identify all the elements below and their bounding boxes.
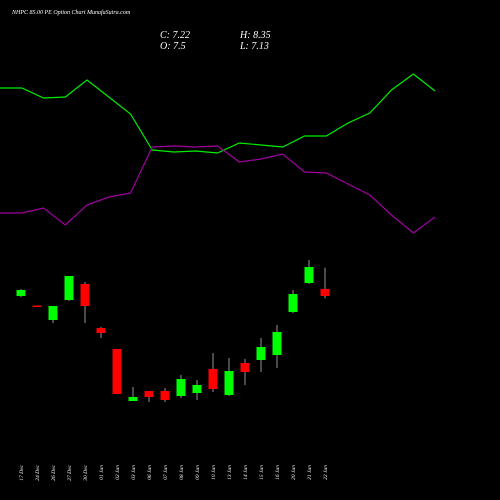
candle-body bbox=[128, 397, 138, 401]
candle-body bbox=[304, 267, 314, 283]
candle-body bbox=[224, 371, 234, 395]
x-tick-label: 03 Jan bbox=[131, 465, 137, 480]
x-tick-label: 13 Jan bbox=[227, 465, 233, 480]
candle-body bbox=[256, 347, 266, 360]
summary-label: C: bbox=[160, 30, 170, 41]
x-tick-label: 14 Jan bbox=[242, 465, 249, 480]
x-tick-label: 27 Dec bbox=[67, 464, 73, 480]
x-tick-label: 07 Jan bbox=[163, 465, 169, 480]
candle-body bbox=[160, 391, 170, 400]
candle-body bbox=[288, 294, 298, 312]
x-tick-label: 10 Jan bbox=[211, 465, 217, 480]
candle-body bbox=[96, 328, 106, 333]
candle-body bbox=[144, 391, 154, 397]
summary-label: L: bbox=[239, 41, 249, 52]
candle-body bbox=[176, 379, 186, 396]
x-tick-label: 21 Jan bbox=[307, 465, 313, 480]
x-tick-label: 09 Jan bbox=[195, 465, 201, 480]
x-tick-label: 16 Jan bbox=[275, 465, 281, 480]
candle-body bbox=[192, 385, 202, 393]
candle-body bbox=[48, 306, 58, 320]
summary-value: 8.35 bbox=[253, 30, 271, 41]
summary-item: O: 7.5 bbox=[160, 41, 186, 52]
x-tick-label: 20 Jan bbox=[291, 465, 297, 480]
summary-item: L: 7.13 bbox=[239, 41, 269, 52]
x-tick-label: 15 Jan bbox=[259, 465, 265, 480]
x-tick-label: 24 Dec bbox=[34, 464, 41, 480]
summary-item: C: 7.22 bbox=[160, 30, 190, 41]
x-tick-label: 06 Jan bbox=[147, 465, 153, 480]
x-tick-label: 08 Jan bbox=[179, 465, 185, 480]
candle-body bbox=[16, 290, 26, 296]
candle-body bbox=[272, 332, 282, 355]
candle-body bbox=[208, 369, 218, 389]
x-tick-label: 26 Dec bbox=[51, 464, 57, 480]
candle-body bbox=[64, 276, 74, 300]
x-tick-label: 22 Jan bbox=[323, 465, 329, 480]
summary-value: 7.13 bbox=[251, 41, 269, 52]
summary-label: H: bbox=[239, 30, 251, 41]
summary-item: H: 8.35 bbox=[239, 30, 271, 41]
x-tick-label: 30 Dec bbox=[83, 464, 89, 481]
summary-value: 7.5 bbox=[173, 41, 186, 52]
indicator-line bbox=[0, 73, 436, 154]
x-tick-label: 01 Jan bbox=[99, 465, 105, 480]
candle-body bbox=[32, 305, 42, 307]
chart-title: NHPC 85.00 PE Option Chart MunafaSutra.c… bbox=[11, 9, 131, 16]
summary-value: 7.22 bbox=[173, 30, 191, 41]
candle-body bbox=[320, 289, 330, 296]
candle-body bbox=[112, 349, 122, 394]
candle-body bbox=[80, 284, 90, 306]
summary-label: O: bbox=[160, 41, 171, 52]
x-tick-label: 02 Jan bbox=[115, 465, 121, 480]
indicator-line bbox=[0, 145, 436, 234]
candle-body bbox=[240, 363, 250, 372]
x-tick-label: 17 Dec bbox=[19, 464, 25, 480]
